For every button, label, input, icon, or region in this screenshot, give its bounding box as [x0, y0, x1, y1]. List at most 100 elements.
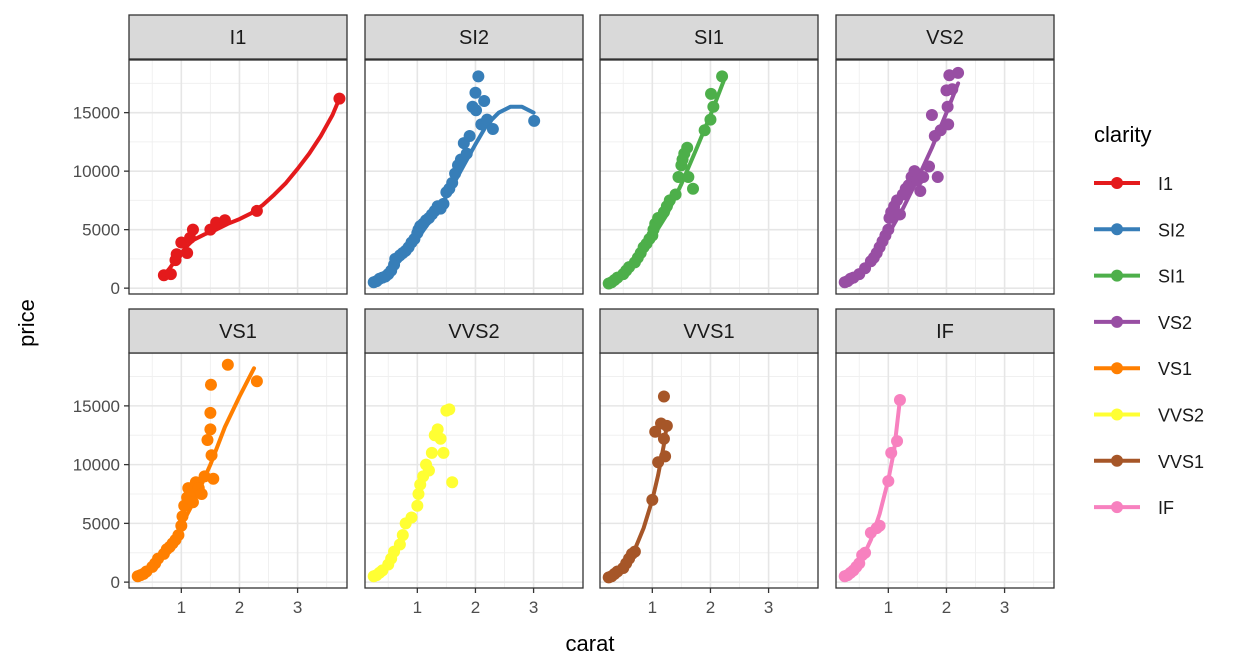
- data-point: [681, 141, 694, 154]
- facet-label: VVS1: [683, 321, 734, 343]
- x-axis-title: carat: [566, 631, 615, 656]
- panel-vvs2: VVS2: [364, 308, 584, 589]
- facet-label: VS1: [219, 321, 257, 343]
- data-point: [669, 188, 682, 201]
- data-point: [682, 171, 695, 183]
- data-point: [528, 114, 541, 127]
- data-point: [885, 446, 898, 459]
- panel-i1: I1: [128, 14, 348, 295]
- x-tick-label: 3: [1000, 598, 1009, 617]
- facet-strip: [128, 14, 348, 60]
- data-point: [172, 529, 185, 542]
- data-point: [942, 118, 955, 131]
- panel-border: [835, 59, 1055, 295]
- panel-background: [836, 353, 1054, 588]
- y-tick-label: 0: [111, 279, 120, 298]
- data-point: [707, 100, 720, 113]
- x-tick-label: 1: [413, 598, 422, 617]
- data-point: [463, 130, 476, 143]
- data-point: [175, 519, 188, 532]
- facet-strip: [128, 308, 348, 354]
- legend-label: VVS1: [1158, 452, 1204, 472]
- data-point: [205, 449, 218, 462]
- panel-vs2: VS2: [835, 14, 1055, 295]
- data-point: [908, 165, 921, 178]
- data-point: [704, 113, 717, 126]
- data-point: [396, 529, 409, 542]
- data-point: [470, 104, 483, 117]
- data-point: [952, 66, 965, 79]
- legend-key-point: [1111, 454, 1123, 467]
- facet-label: I1: [230, 27, 247, 49]
- legend-key-point: [1111, 501, 1123, 514]
- data-point: [412, 488, 425, 500]
- x-tick-label: 2: [471, 598, 480, 617]
- panel-vs1: VS1: [128, 308, 348, 589]
- axes: price carat 0 5000 10000 15000 1 2 3 0 5000 10000…: [14, 104, 1009, 656]
- data-point: [333, 92, 346, 105]
- legend-key-point: [1111, 408, 1123, 421]
- legend-label: I1: [1158, 174, 1173, 194]
- data-point: [657, 390, 670, 403]
- facet-strip: [835, 14, 1055, 60]
- data-point: [460, 147, 473, 160]
- data-point: [186, 496, 199, 509]
- y-tick-label: 10000: [73, 162, 120, 181]
- data-point: [422, 464, 435, 477]
- panel-border: [128, 59, 348, 295]
- x-tick-label: 1: [648, 598, 657, 617]
- data-point: [195, 488, 208, 500]
- panel-border: [364, 59, 584, 295]
- data-point: [176, 510, 189, 523]
- data-point: [437, 197, 450, 210]
- data-point: [204, 378, 217, 391]
- data-point: [923, 160, 936, 173]
- data-point: [478, 94, 491, 107]
- facet-label: VVS2: [448, 321, 499, 343]
- data-point: [218, 214, 231, 227]
- data-point: [917, 171, 930, 183]
- data-point: [657, 432, 670, 445]
- x-tick-label: 3: [764, 598, 773, 617]
- facet-label: SI1: [694, 27, 724, 49]
- legend-key-point: [1111, 315, 1123, 328]
- data-point: [481, 113, 494, 126]
- legend-item-vvs1: VVS1: [1094, 452, 1204, 472]
- data-point: [472, 70, 485, 83]
- legend-label: SI1: [1158, 267, 1185, 287]
- y-axis-title: price: [14, 299, 39, 347]
- legend-label: VVS2: [1158, 406, 1204, 426]
- data-point: [443, 403, 456, 416]
- data-point: [659, 450, 672, 463]
- panel-if: IF: [835, 308, 1055, 589]
- x-tick-label: 2: [235, 598, 244, 617]
- legend-title: clarity: [1094, 122, 1151, 147]
- legend-label: SI2: [1158, 220, 1185, 240]
- data-point: [628, 545, 641, 558]
- x-tick-label: 2: [942, 598, 951, 617]
- data-point: [425, 446, 438, 459]
- legend-key-point: [1111, 269, 1123, 282]
- data-point: [164, 268, 177, 281]
- legend-item-si2: SI2: [1094, 220, 1185, 240]
- facet-panels: I1 SI2 SI1 VS2 VS1 VVS2 VVS1 IF: [128, 14, 1055, 589]
- x-tick-label: 2: [706, 598, 715, 617]
- facet-strip: [599, 308, 819, 354]
- legend-item-vvs2: VVS2: [1094, 406, 1204, 426]
- data-point: [660, 419, 673, 432]
- data-point: [411, 499, 424, 512]
- legend-item-vs1: VS1: [1094, 359, 1192, 379]
- data-point: [705, 87, 718, 100]
- legend: clarity I1 SI2 SI1 VS2 VS1 VVS2 VVS1 IF: [1094, 122, 1204, 518]
- data-point: [469, 86, 482, 99]
- legend-label: IF: [1158, 498, 1174, 518]
- data-point: [221, 358, 234, 371]
- data-point: [672, 171, 685, 183]
- y-tick-label: 5000: [82, 514, 120, 533]
- facet-label: VS2: [926, 27, 964, 49]
- facet-strip: [364, 14, 584, 60]
- data-point: [181, 247, 194, 260]
- panel-background: [129, 60, 347, 294]
- data-point: [204, 406, 217, 419]
